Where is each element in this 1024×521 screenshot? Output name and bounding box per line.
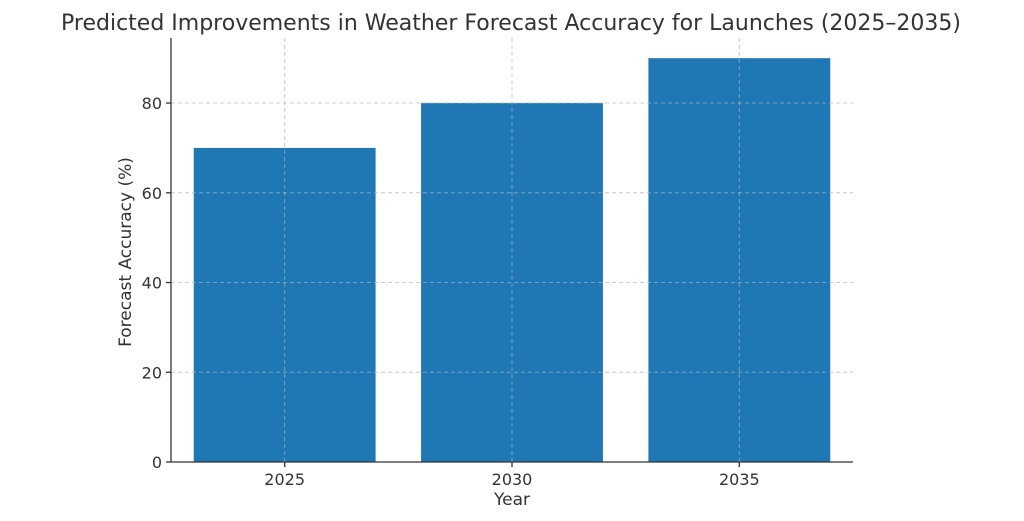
- x-tick-label: 2025: [264, 470, 305, 489]
- y-tick-label: 40: [142, 274, 162, 293]
- y-tick-label: 60: [142, 184, 162, 203]
- x-tick-label: 2035: [719, 470, 760, 489]
- axis-layer: 0 20 40 60 80 2025 2030 2035: [142, 38, 853, 489]
- bar-layer: [171, 38, 853, 463]
- x-tick-label: 2030: [492, 470, 533, 489]
- y-axis-label: Forecast Accuracy (%): [116, 157, 136, 347]
- chart-title: Predicted Improvements in Weather Foreca…: [61, 11, 961, 36]
- y-tick-label: 80: [142, 94, 162, 113]
- x-axis-label: Year: [493, 490, 530, 510]
- y-tick-label: 0: [152, 453, 162, 472]
- bar-2030: [421, 103, 603, 463]
- y-tick-label: 20: [142, 363, 162, 382]
